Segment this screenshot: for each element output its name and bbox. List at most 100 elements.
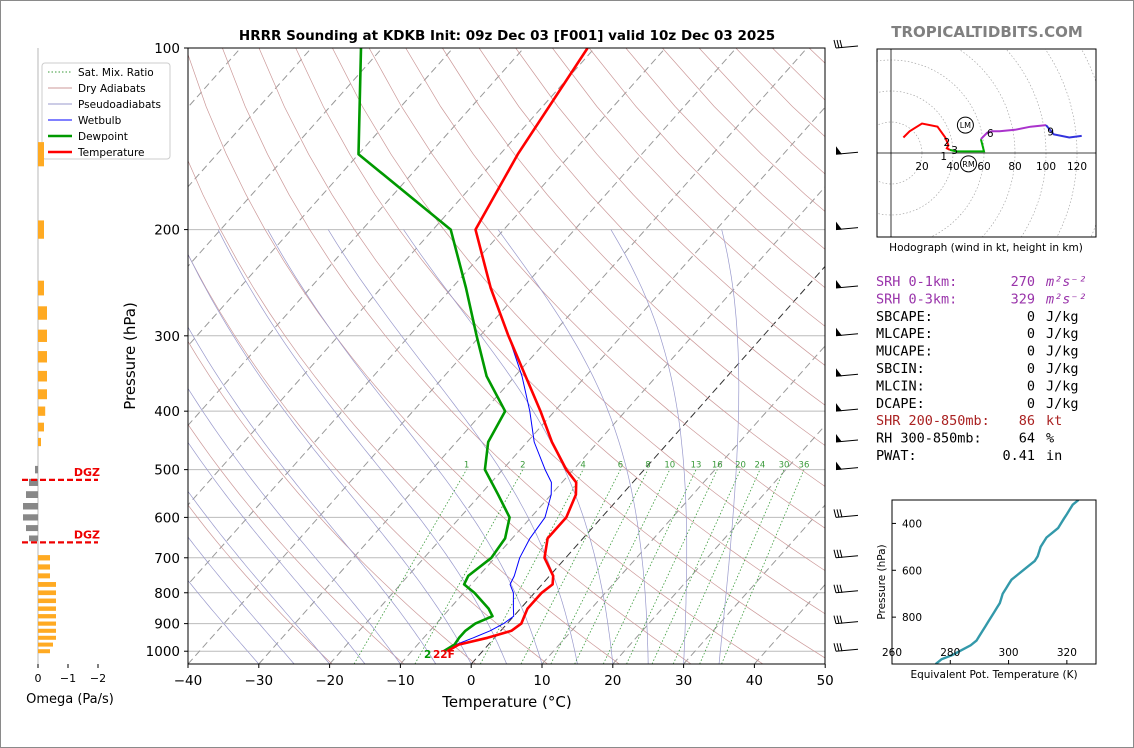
isotherm: [188, 48, 525, 427]
omega-tick-label: −1: [60, 672, 76, 685]
temperature-line: [446, 48, 589, 653]
wind-barb: [835, 45, 859, 49]
x-tick-label: 50: [817, 673, 834, 689]
dry-adiabat: [188, 159, 620, 664]
mixing-ratio-line: [414, 469, 524, 664]
dry-adiabat: [188, 504, 333, 664]
dgz-label: DGZ: [74, 528, 100, 541]
mixing-ratio-label: 1: [464, 461, 469, 471]
index-label: RH 300-850mb:: [876, 431, 982, 447]
pseudoadiabat: [718, 229, 740, 664]
isotherm: [258, 48, 808, 664]
wind-barb-feather: [839, 643, 843, 652]
dry-adiabat: [222, 48, 764, 664]
omega-xlabel: Omega (Pa/s): [26, 692, 114, 707]
legend: Sat. Mix. Ratio Dry Adiabats Pseudoadiabat…: [41, 62, 171, 160]
surface-dewpoint-label: 2: [424, 649, 431, 661]
dry-adiabat: [552, 48, 825, 327]
wind-barb: [835, 514, 859, 518]
wind-barb-feather: [839, 39, 843, 49]
x-tick-label: 20: [604, 673, 621, 689]
mixing-ratio-label: 20: [735, 461, 746, 471]
omega-panel: 0 −1 −2 DGZ DGZ: [22, 48, 106, 685]
index-unit: in: [1046, 448, 1062, 464]
mixing-ratio-line: [626, 469, 718, 664]
omega-bar: [38, 280, 44, 296]
hodograph: 1 23 6 9 LM RM 20 40 60 80 100 120: [876, 48, 1097, 238]
dry-adiabat: [295, 48, 825, 615]
index-row: MLCAPE: 0 J/kg: [876, 326, 1079, 342]
omega-bar: [38, 628, 56, 633]
x-tick-label: −20: [315, 673, 344, 689]
index-value: 86: [1019, 413, 1035, 429]
index-value: 0: [1027, 378, 1035, 394]
pseudoadiabat: [188, 253, 472, 664]
legend-label: Temperature: [77, 147, 145, 159]
theta-e-xlabel: Equivalent Pot. Temperature (K): [910, 669, 1077, 681]
theta-y-tick-label: 800: [902, 612, 922, 624]
y-tick-label: 500: [154, 463, 180, 479]
dry-adiabat: [368, 48, 825, 529]
index-value: 0: [1027, 396, 1035, 412]
hodograph-tick-label: 80: [1008, 161, 1021, 173]
index-label: MLCAPE:: [876, 326, 933, 342]
y-tick-label: 800: [154, 586, 180, 602]
omega-bar: [38, 555, 50, 561]
omega-bar: [38, 422, 44, 432]
pseudoadiabat: [188, 490, 330, 664]
index-value: 329: [1011, 291, 1035, 307]
isotherm: [188, 48, 596, 506]
omega-bar: [38, 635, 56, 640]
wind-barb-feather: [836, 509, 840, 518]
wind-barb-feather: [839, 549, 843, 558]
wind-barb-flag: [836, 221, 842, 230]
index-unit: J/kg: [1046, 309, 1079, 325]
indices-table: SRH 0-1km: 270 m²s⁻² SRH 0-3km: 329 m²s⁻² SBCA…: [876, 274, 1087, 464]
mixing-ratio-line: [721, 469, 805, 664]
pseudoadiabat: [327, 229, 578, 664]
x-tick-label: −10: [386, 673, 415, 689]
dgz-label: DGZ: [74, 466, 100, 479]
index-unit: J/kg: [1046, 396, 1079, 412]
omega-bar: [38, 564, 50, 570]
hodograph-height-label: 6: [987, 128, 994, 140]
index-row: RH 300-850mb: 64%: [876, 431, 1054, 447]
omega-bar: [38, 437, 41, 447]
omega-tick-label: 0: [35, 672, 42, 685]
site-logo: TROPICALTIDBITS.COM: [891, 23, 1083, 41]
skew-t-plot: 1 2 4 6 8 10 13 16 20 24 30 36 10020030040050060070…: [146, 41, 834, 689]
y-tick-label: 200: [154, 223, 180, 239]
theta-y-tick-label: 400: [902, 518, 922, 530]
wind-barb-feather: [836, 643, 840, 652]
omega-bar: [23, 502, 38, 510]
isotherm: [824, 663, 825, 664]
dry-adiabat: [188, 53, 692, 664]
index-row: SRH 0-3km: 329 m²s⁻²: [876, 291, 1087, 307]
hodograph-trace: [902, 122, 951, 151]
isotherm: [400, 186, 825, 664]
skew-t-ylabel: Pressure (hPa): [121, 302, 139, 410]
mixing-ratio-line: [699, 469, 785, 664]
skew-t-xlabel: Temperature (°C): [441, 693, 571, 711]
omega-tick-label: −2: [90, 672, 106, 685]
surface-temp-f-label: 22F: [433, 649, 455, 661]
wind-barb-feather: [839, 615, 843, 624]
x-tick-label: 0: [467, 673, 476, 689]
wind-barb-feather: [836, 549, 840, 558]
omega-bar: [38, 142, 44, 167]
index-label: SRH 0-1km:: [876, 274, 957, 290]
y-tick-label: 300: [154, 329, 180, 345]
omega-bar: [38, 590, 56, 596]
storm-motion-marker: [956, 116, 974, 134]
omega-bar: [38, 370, 47, 382]
pseudoadiabat: [267, 229, 543, 664]
wind-barbs: [833, 39, 859, 652]
dry-adiabat: [772, 48, 825, 101]
wind-barb-feather: [839, 584, 843, 593]
isotherm: [470, 265, 825, 664]
y-tick-label: 100: [154, 41, 180, 57]
index-label: PWAT:: [876, 448, 917, 464]
hodograph-height-label: 1: [940, 151, 947, 163]
index-value: 0: [1027, 344, 1035, 360]
isotherm: [188, 48, 383, 267]
